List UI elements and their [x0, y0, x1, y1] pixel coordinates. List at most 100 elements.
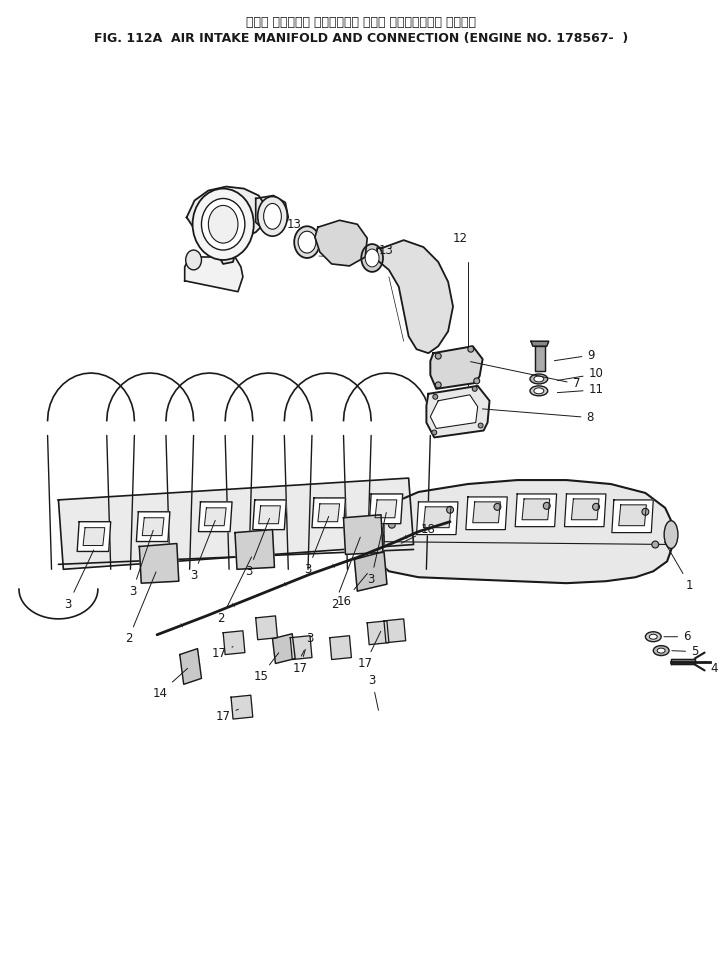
- Polygon shape: [522, 499, 549, 520]
- Text: 3: 3: [190, 520, 215, 582]
- Polygon shape: [375, 500, 397, 517]
- Polygon shape: [199, 502, 232, 532]
- Polygon shape: [430, 346, 483, 388]
- Polygon shape: [253, 500, 286, 530]
- Polygon shape: [416, 502, 458, 535]
- Ellipse shape: [530, 386, 548, 396]
- Ellipse shape: [654, 646, 669, 656]
- Text: 9: 9: [555, 348, 595, 362]
- Ellipse shape: [474, 378, 479, 384]
- Polygon shape: [515, 494, 557, 527]
- Ellipse shape: [447, 507, 453, 513]
- Ellipse shape: [642, 508, 649, 515]
- Polygon shape: [369, 480, 673, 584]
- Ellipse shape: [478, 423, 483, 428]
- Text: 3: 3: [304, 516, 329, 576]
- Polygon shape: [318, 504, 340, 522]
- Ellipse shape: [494, 504, 501, 510]
- Polygon shape: [256, 195, 288, 232]
- Ellipse shape: [186, 250, 202, 270]
- Ellipse shape: [468, 346, 474, 352]
- Polygon shape: [137, 511, 170, 542]
- Text: 12: 12: [453, 231, 468, 245]
- Polygon shape: [535, 346, 544, 371]
- Ellipse shape: [657, 648, 665, 653]
- Polygon shape: [312, 498, 346, 528]
- Polygon shape: [77, 522, 111, 551]
- Ellipse shape: [257, 196, 287, 236]
- Text: 2: 2: [124, 572, 156, 645]
- Polygon shape: [531, 342, 549, 346]
- Text: 3: 3: [369, 673, 378, 711]
- Text: 18: 18: [401, 523, 436, 544]
- Ellipse shape: [433, 394, 437, 399]
- Ellipse shape: [365, 249, 379, 266]
- Ellipse shape: [534, 387, 544, 393]
- Text: 17: 17: [212, 647, 233, 660]
- Ellipse shape: [367, 525, 384, 554]
- Text: 3: 3: [367, 512, 386, 586]
- Polygon shape: [427, 386, 489, 437]
- Text: 3: 3: [245, 518, 270, 578]
- Text: 4: 4: [705, 662, 718, 675]
- Ellipse shape: [388, 521, 395, 528]
- Ellipse shape: [435, 353, 441, 359]
- Polygon shape: [369, 494, 403, 524]
- Ellipse shape: [652, 541, 659, 548]
- Polygon shape: [424, 507, 451, 528]
- Polygon shape: [369, 507, 384, 557]
- Ellipse shape: [649, 634, 657, 639]
- Ellipse shape: [435, 382, 441, 387]
- Text: 11: 11: [557, 384, 604, 396]
- Polygon shape: [140, 544, 179, 584]
- Polygon shape: [612, 500, 654, 533]
- Ellipse shape: [192, 188, 254, 260]
- Polygon shape: [466, 497, 508, 530]
- Ellipse shape: [362, 244, 383, 272]
- Polygon shape: [619, 505, 646, 526]
- Ellipse shape: [202, 198, 245, 250]
- Text: 17: 17: [358, 631, 381, 670]
- Ellipse shape: [294, 226, 320, 258]
- Polygon shape: [273, 633, 295, 664]
- Ellipse shape: [530, 374, 548, 384]
- Polygon shape: [142, 517, 164, 536]
- Polygon shape: [180, 649, 202, 684]
- Polygon shape: [223, 630, 245, 655]
- Polygon shape: [565, 494, 606, 527]
- Text: 8: 8: [482, 409, 594, 425]
- Polygon shape: [377, 240, 453, 353]
- Ellipse shape: [264, 203, 281, 229]
- Polygon shape: [384, 619, 406, 642]
- Text: エアー インテーク マニホールド および コネクション　 適用号機: エアー インテーク マニホールド および コネクション 適用号機: [247, 16, 476, 29]
- Text: 14: 14: [153, 669, 187, 700]
- Polygon shape: [205, 508, 226, 526]
- Polygon shape: [187, 186, 267, 264]
- Polygon shape: [290, 635, 312, 660]
- Polygon shape: [473, 502, 500, 523]
- Ellipse shape: [472, 386, 477, 391]
- Text: 17: 17: [215, 710, 239, 722]
- Text: 6: 6: [664, 630, 690, 643]
- Ellipse shape: [432, 430, 437, 435]
- Ellipse shape: [534, 376, 544, 382]
- Polygon shape: [231, 695, 253, 719]
- Text: 13: 13: [379, 244, 394, 257]
- Ellipse shape: [298, 231, 316, 253]
- Polygon shape: [354, 551, 387, 591]
- Polygon shape: [571, 499, 599, 520]
- Text: FIG. 112A  AIR INTAKE MANIFOLD AND CONNECTION (ENGINE NO. 178567-  ): FIG. 112A AIR INTAKE MANIFOLD AND CONNEC…: [94, 32, 628, 45]
- Text: 10: 10: [557, 368, 604, 381]
- Polygon shape: [343, 514, 383, 554]
- Text: 3: 3: [64, 550, 94, 611]
- Text: 17: 17: [293, 649, 307, 675]
- Text: 7: 7: [471, 362, 580, 390]
- Polygon shape: [367, 621, 389, 645]
- Polygon shape: [235, 530, 275, 569]
- Polygon shape: [259, 506, 281, 524]
- Text: 2: 2: [331, 537, 360, 611]
- Text: 1: 1: [664, 542, 693, 591]
- Polygon shape: [430, 395, 478, 428]
- Ellipse shape: [664, 521, 678, 549]
- Text: 13: 13: [286, 218, 301, 230]
